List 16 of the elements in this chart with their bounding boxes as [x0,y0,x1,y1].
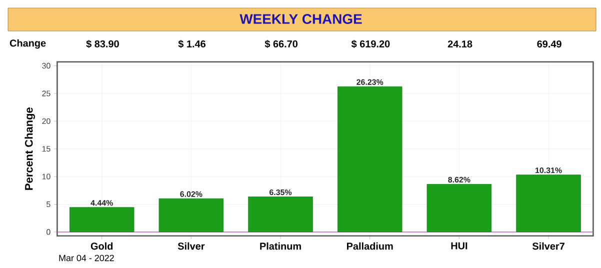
text: $ 66.70 [264,40,298,48]
text: 24.18 [448,40,472,48]
text: $ 619.20 [351,40,390,48]
x-tick-label: Silver [178,242,205,250]
text: Change [10,39,46,49]
x-tick-label: Palladium [346,242,393,250]
text: $ 83.90 [86,40,119,48]
chart-title: WEEKLY CHANGE [240,14,362,24]
text: 69.49 [537,40,562,48]
text: Mar 04 - 2022 [59,254,114,262]
x-tick-label: Gold [90,242,113,250]
x-tick-label: HUI [451,242,468,250]
x-tick-label: Silver7 [532,242,564,250]
text: $ 1.46 [178,40,206,48]
y-axis-title: Percent Change [24,108,35,190]
x-tick-label: Platinum [260,242,301,250]
